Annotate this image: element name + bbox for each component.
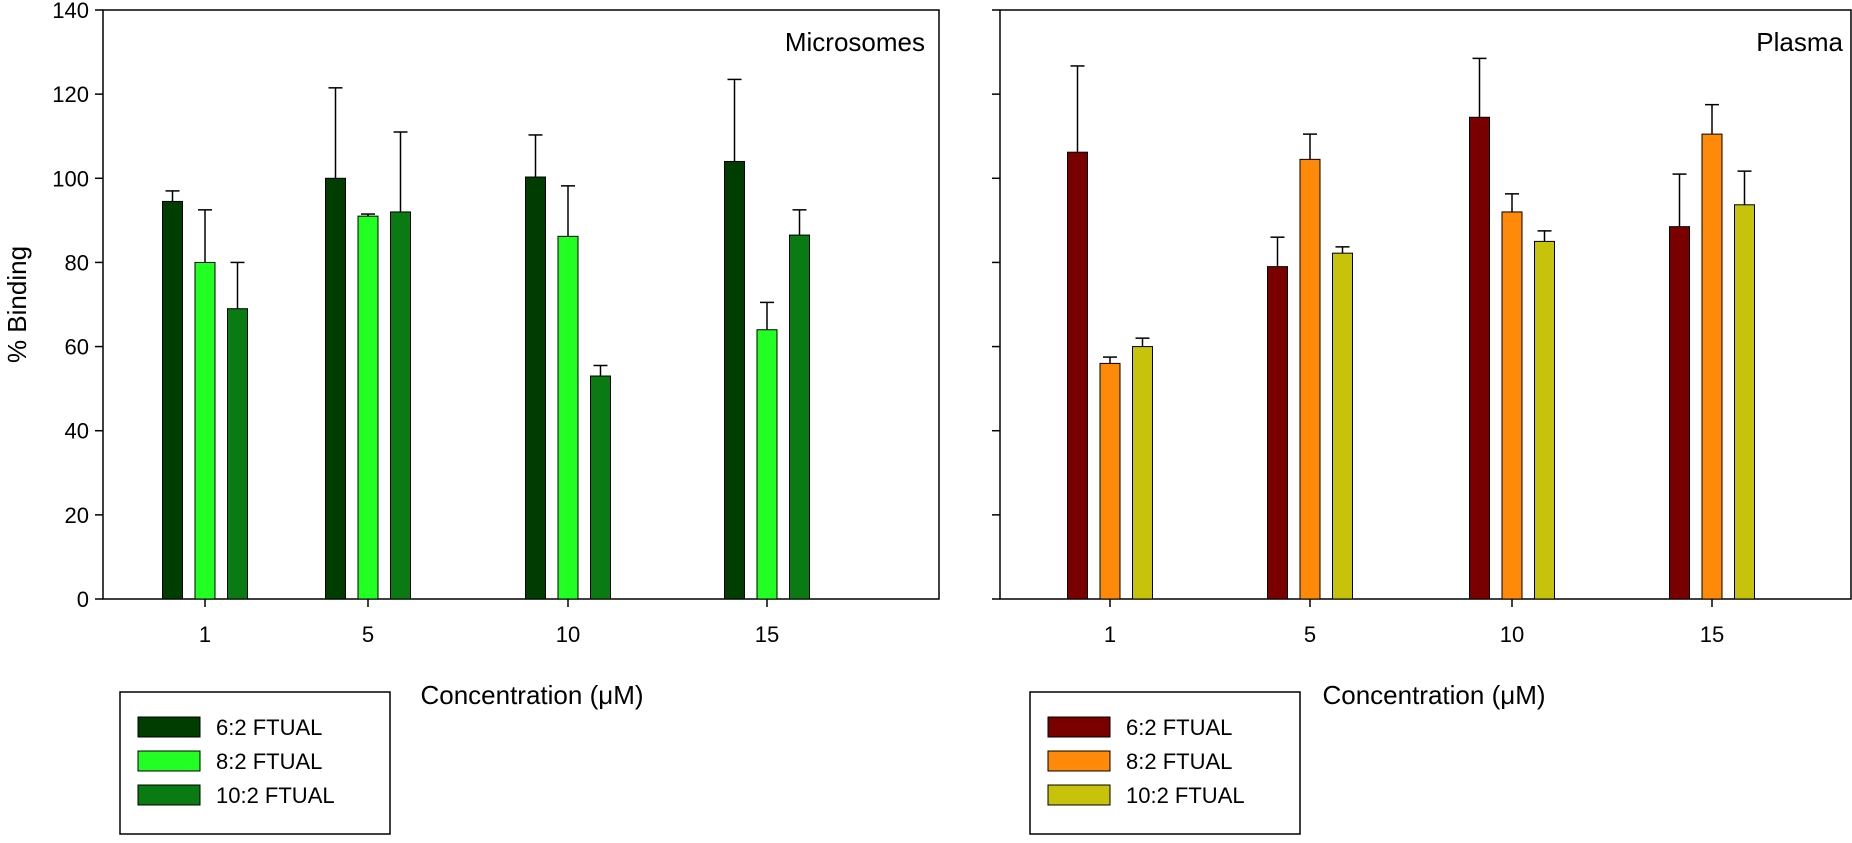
bar (590, 375, 611, 600)
bar (789, 234, 810, 600)
legend-label: 10:2 FTUAL (216, 783, 335, 808)
x-tick-label: 15 (755, 622, 779, 647)
bar (724, 160, 745, 600)
y-tick-label: 40 (65, 419, 89, 444)
y-tick-label: 120 (52, 82, 89, 107)
legend-label: 6:2 FTUAL (216, 715, 322, 740)
x-tick-label: 5 (362, 622, 374, 647)
x-tick-label: 10 (556, 622, 580, 647)
bar (756, 329, 778, 600)
plot-frame (999, 9, 1852, 600)
bar (1669, 226, 1690, 600)
bar (357, 215, 379, 600)
legend-label: 8:2 FTUAL (1126, 749, 1232, 774)
panel-title: Plasma (1756, 27, 1843, 57)
bar (1501, 211, 1523, 600)
bar (1469, 116, 1490, 600)
bar (162, 200, 183, 600)
y-tick-label: 0 (77, 587, 89, 612)
legend-swatch (1047, 784, 1111, 806)
bar (1734, 204, 1755, 600)
bar (1132, 346, 1153, 600)
bar (1099, 362, 1121, 600)
bar (227, 308, 248, 600)
bar (1332, 252, 1353, 600)
legend-swatch (1047, 750, 1111, 772)
y-tick-label: 20 (65, 503, 89, 528)
x-tick-label: 1 (1104, 622, 1116, 647)
bar (390, 211, 411, 600)
bar (1701, 133, 1723, 600)
legend-label: 8:2 FTUAL (216, 749, 322, 774)
x-axis-label: Concentration (μM) (420, 680, 643, 710)
x-tick-label: 10 (1500, 622, 1524, 647)
legend-swatch (137, 716, 201, 738)
legend-label: 6:2 FTUAL (1126, 715, 1232, 740)
x-axis-label: Concentration (μM) (1322, 680, 1545, 710)
y-tick-label: 140 (52, 0, 89, 23)
x-tick-label: 5 (1304, 622, 1316, 647)
legend-swatch (1047, 716, 1111, 738)
bar (325, 177, 346, 600)
y-tick-label: 60 (65, 335, 89, 360)
y-axis-label: % Binding (2, 246, 32, 363)
bar (1299, 158, 1321, 600)
panel-title: Microsomes (785, 27, 925, 57)
bar (1267, 266, 1288, 600)
legend-swatch (137, 750, 201, 772)
bar (557, 235, 579, 600)
x-tick-label: 1 (199, 622, 211, 647)
x-tick-label: 15 (1700, 622, 1724, 647)
y-tick-label: 100 (52, 166, 89, 191)
bar (525, 176, 546, 600)
legend-swatch (137, 784, 201, 806)
bar (194, 261, 216, 600)
y-tick-label: 80 (65, 250, 89, 275)
bar (1534, 240, 1555, 600)
plot-frame (102, 9, 940, 600)
legend: 6:2 FTUAL 8:2 FTUAL 10:2 FTUAL (119, 691, 391, 835)
legend: 6:2 FTUAL 8:2 FTUAL 10:2 FTUAL (1029, 691, 1301, 835)
legend-label: 10:2 FTUAL (1126, 783, 1245, 808)
bar (1067, 151, 1088, 600)
